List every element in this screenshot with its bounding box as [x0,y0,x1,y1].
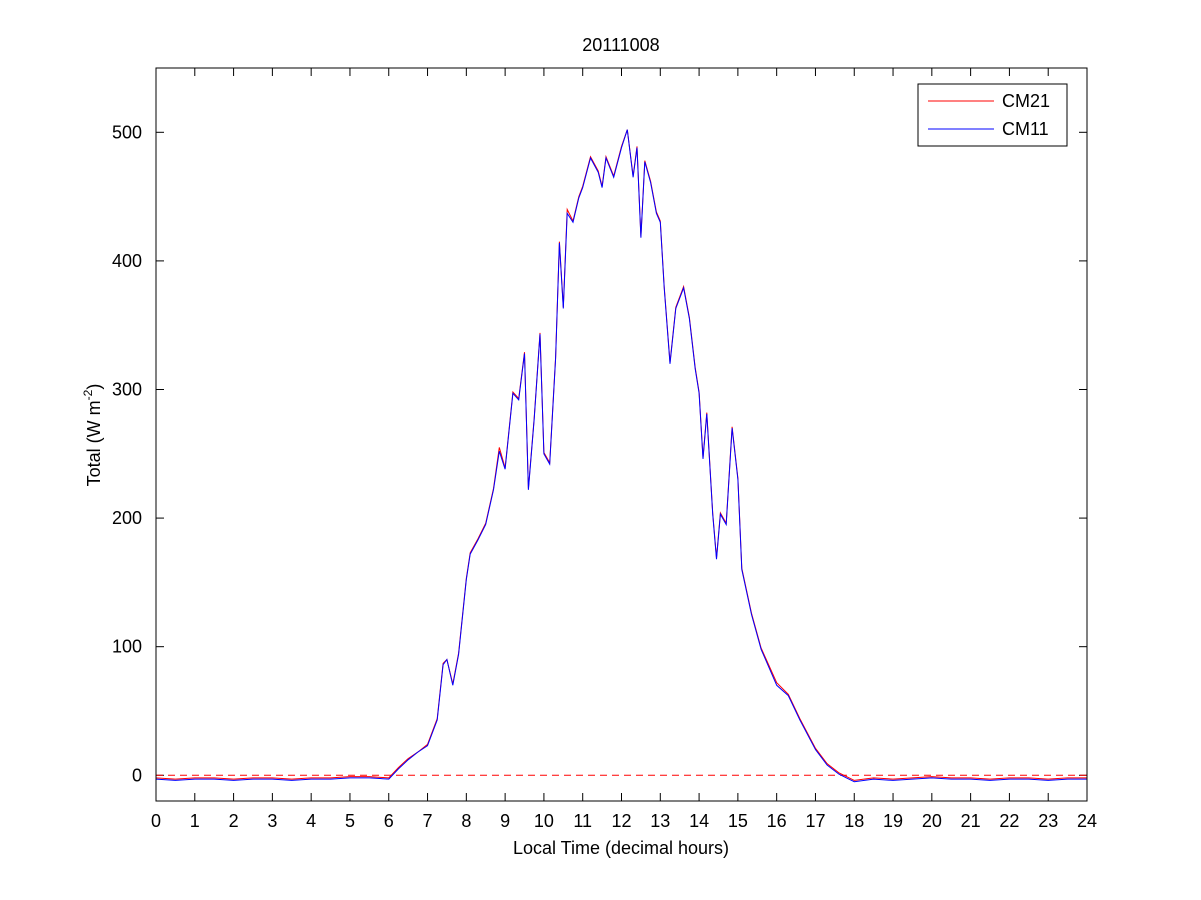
legend-box [917,83,1068,147]
x-tick-label: 19 [883,811,903,831]
x-axis-label: Local Time (decimal hours) [513,838,729,858]
legend: CM21 CM11 [917,83,1068,147]
x-tick-label: 7 [423,811,433,831]
y-tick-label: 200 [112,508,142,528]
y-tick-label: 0 [132,765,142,785]
x-tick-label: 9 [500,811,510,831]
x-tick-label: 22 [999,811,1019,831]
x-tick-label: 2 [229,811,239,831]
x-tick-label: 3 [267,811,277,831]
series-line [155,129,1087,783]
x-tick-label: 21 [961,811,981,831]
x-tick-label: 4 [306,811,316,831]
y-axis-label-text: Total (W m [84,400,104,486]
x-tick-label: 23 [1038,811,1058,831]
x-tick-label: 15 [728,811,748,831]
x-tick-label: 18 [844,811,864,831]
x-tick-label: 0 [151,811,161,831]
y-tick-label: 300 [112,379,142,399]
y-axis-label-end: ) [84,384,104,390]
x-tick-label: 8 [461,811,471,831]
x-tick-label: 1 [190,811,200,831]
x-tick-label: 20 [922,811,942,831]
chart-title: 20111008 [582,35,659,55]
y-axis-label-sup: -2 [81,389,95,400]
y-tick-label: 100 [112,637,142,657]
x-tick-label: 6 [384,811,394,831]
x-tick-label: 24 [1077,811,1097,831]
y-tick-label: 400 [112,251,142,271]
legend-label: CM21 [1002,91,1050,111]
plot-area [156,68,1087,801]
y-axis-label: Total (W m-2) [81,384,104,487]
plot-frame [155,67,1088,802]
x-tick-label: 13 [650,811,670,831]
x-tick-label: 11 [573,811,592,831]
y-tick-label: 500 [112,122,142,142]
x-tick-label: 16 [767,811,787,831]
x-tick-label: 10 [534,811,554,831]
x-tick-label: 17 [805,811,825,831]
x-tick-label: 5 [345,811,355,831]
x-tick-label: 14 [689,811,709,831]
legend-label: CM11 [1002,119,1049,139]
x-tick-label: 12 [611,811,631,831]
